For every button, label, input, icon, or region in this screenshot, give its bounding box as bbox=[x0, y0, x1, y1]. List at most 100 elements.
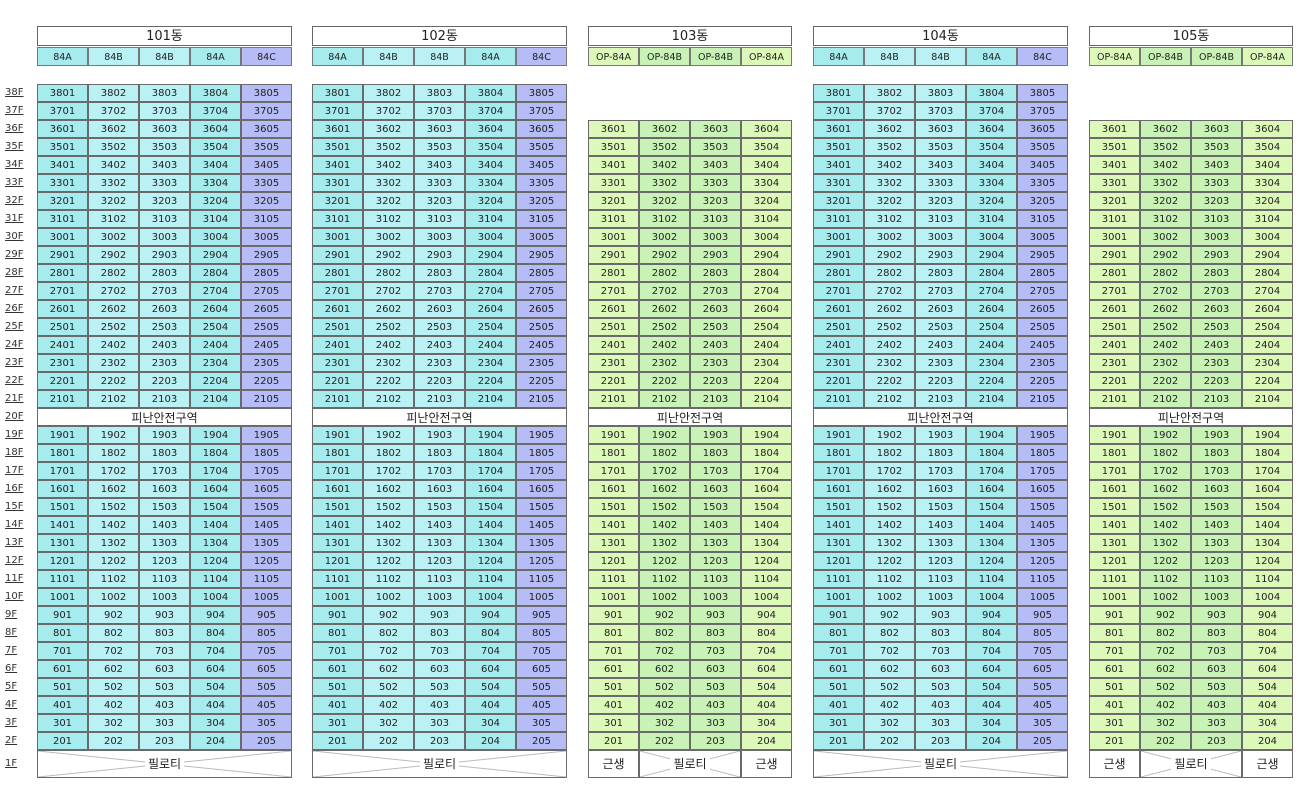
unit-cell: 905 bbox=[241, 606, 292, 624]
unit-cell: 1303 bbox=[414, 534, 465, 552]
unit-cell: 2601 bbox=[588, 300, 639, 318]
building-102: 102동 84A 84B 84B 84A 84C 3801 3802 3803 3804 3805… bbox=[312, 0, 567, 800]
unit-cell: 2303 bbox=[690, 354, 741, 372]
unit-cell: 305 bbox=[241, 714, 292, 732]
unit-cell: 903 bbox=[915, 606, 966, 624]
unit-cell: 1604 bbox=[741, 480, 792, 498]
floor-label: 24F bbox=[5, 339, 24, 350]
unit-cell: 1702 bbox=[1140, 462, 1191, 480]
building-title: 105동 bbox=[1089, 26, 1293, 46]
unit-cell: 302 bbox=[639, 714, 690, 732]
unit-cell: 3604 bbox=[741, 120, 792, 138]
unit-cell: 2503 bbox=[690, 318, 741, 336]
unit-cell: 1103 bbox=[915, 570, 966, 588]
unit-cell: 3703 bbox=[139, 102, 190, 120]
unit-cell: 801 bbox=[312, 624, 363, 642]
unit-cell: 904 bbox=[1242, 606, 1293, 624]
unit-cell: 1605 bbox=[516, 480, 567, 498]
unit-cell: 3304 bbox=[966, 174, 1017, 192]
unit-cell: 2905 bbox=[1017, 246, 1068, 264]
unit-cell: 502 bbox=[639, 678, 690, 696]
unit-cell: 2202 bbox=[639, 372, 690, 390]
unit-cell: 2904 bbox=[741, 246, 792, 264]
unit-cell: 1301 bbox=[1089, 534, 1140, 552]
unit-cell: 504 bbox=[1242, 678, 1293, 696]
unit-cell: 3401 bbox=[312, 156, 363, 174]
unit-type-cell: OP-84A bbox=[741, 47, 792, 66]
unit-cell: 3202 bbox=[363, 192, 414, 210]
unit-cell: 501 bbox=[588, 678, 639, 696]
unit-cell: 2603 bbox=[690, 300, 741, 318]
unit-cell: 2903 bbox=[139, 246, 190, 264]
unit-cell: 2904 bbox=[465, 246, 516, 264]
unit-cell: 1501 bbox=[312, 498, 363, 516]
unit-cell: 1101 bbox=[37, 570, 88, 588]
unit-cell: 1502 bbox=[864, 498, 915, 516]
floor-label: 2F bbox=[5, 735, 18, 746]
unit-cell: 504 bbox=[190, 678, 241, 696]
unit-cell: 205 bbox=[241, 732, 292, 750]
unit-cell: 3002 bbox=[1140, 228, 1191, 246]
unit-cell: 3102 bbox=[639, 210, 690, 228]
pilotis-area: 필로티 bbox=[813, 750, 1068, 778]
unit-cell: 2502 bbox=[88, 318, 139, 336]
unit-cell: 2705 bbox=[1017, 282, 1068, 300]
unit-type-cell: OP-84A bbox=[588, 47, 639, 66]
unit-cell: 1404 bbox=[966, 516, 1017, 534]
building-104: 104동 84A 84B 84B 84A 84C 3801 3802 3803 3804 3805… bbox=[813, 0, 1068, 800]
unit-cell: 3203 bbox=[1191, 192, 1242, 210]
floor-label: 28F bbox=[5, 267, 24, 278]
unit-cell: 3702 bbox=[363, 102, 414, 120]
unit-cell: 1704 bbox=[966, 462, 1017, 480]
unit-cell: 504 bbox=[966, 678, 1017, 696]
unit-cell: 3303 bbox=[139, 174, 190, 192]
unit-cell: 1202 bbox=[363, 552, 414, 570]
floor-label: 33F bbox=[5, 177, 24, 188]
unit-cell: 2503 bbox=[1191, 318, 1242, 336]
unit-cell: 2204 bbox=[190, 372, 241, 390]
unit-cell: 1001 bbox=[813, 588, 864, 606]
unit-cell: 1705 bbox=[516, 462, 567, 480]
unit-cell: 2305 bbox=[516, 354, 567, 372]
unit-type-cell: 84C bbox=[241, 47, 292, 66]
unit-cell: 2304 bbox=[1242, 354, 1293, 372]
unit-cell: 1703 bbox=[139, 462, 190, 480]
unit-cell: 2504 bbox=[966, 318, 1017, 336]
unit-cell: 702 bbox=[639, 642, 690, 660]
unit-cell: 3101 bbox=[312, 210, 363, 228]
unit-cell: 302 bbox=[363, 714, 414, 732]
unit-cell: 3104 bbox=[465, 210, 516, 228]
unit-cell: 202 bbox=[864, 732, 915, 750]
unit-cell: 3001 bbox=[588, 228, 639, 246]
unit-cell: 3205 bbox=[1017, 192, 1068, 210]
unit-cell: 3701 bbox=[312, 102, 363, 120]
unit-cell: 3204 bbox=[465, 192, 516, 210]
unit-cell: 3103 bbox=[915, 210, 966, 228]
unit-cell: 2105 bbox=[241, 390, 292, 408]
unit-cell: 3502 bbox=[1140, 138, 1191, 156]
unit-cell: 1403 bbox=[414, 516, 465, 534]
pilotis-label: 필로티 bbox=[1171, 757, 1211, 771]
unit-cell: 603 bbox=[1191, 660, 1242, 678]
pilotis-label: 필로티 bbox=[920, 757, 961, 771]
unit-cell: 503 bbox=[1191, 678, 1242, 696]
unit-cell: 3705 bbox=[241, 102, 292, 120]
unit-type-cell: OP-84B bbox=[1140, 47, 1191, 66]
unit-cell: 1002 bbox=[363, 588, 414, 606]
unit-cell: 1805 bbox=[1017, 444, 1068, 462]
unit-cell: 2705 bbox=[241, 282, 292, 300]
unit-cell: 301 bbox=[1089, 714, 1140, 732]
unit-cell: 3604 bbox=[465, 120, 516, 138]
unit-cell: 1204 bbox=[966, 552, 1017, 570]
unit-cell: 2603 bbox=[139, 300, 190, 318]
unit-cell: 3504 bbox=[966, 138, 1017, 156]
unit-cell: 3402 bbox=[864, 156, 915, 174]
unit-cell: 305 bbox=[516, 714, 567, 732]
unit-cell: 1203 bbox=[139, 552, 190, 570]
unit-cell: 905 bbox=[516, 606, 567, 624]
unit-cell: 3503 bbox=[915, 138, 966, 156]
unit-cell: 3203 bbox=[690, 192, 741, 210]
unit-cell: 2903 bbox=[915, 246, 966, 264]
unit-type-cell: 84A bbox=[190, 47, 241, 66]
unit-cell: 603 bbox=[690, 660, 741, 678]
